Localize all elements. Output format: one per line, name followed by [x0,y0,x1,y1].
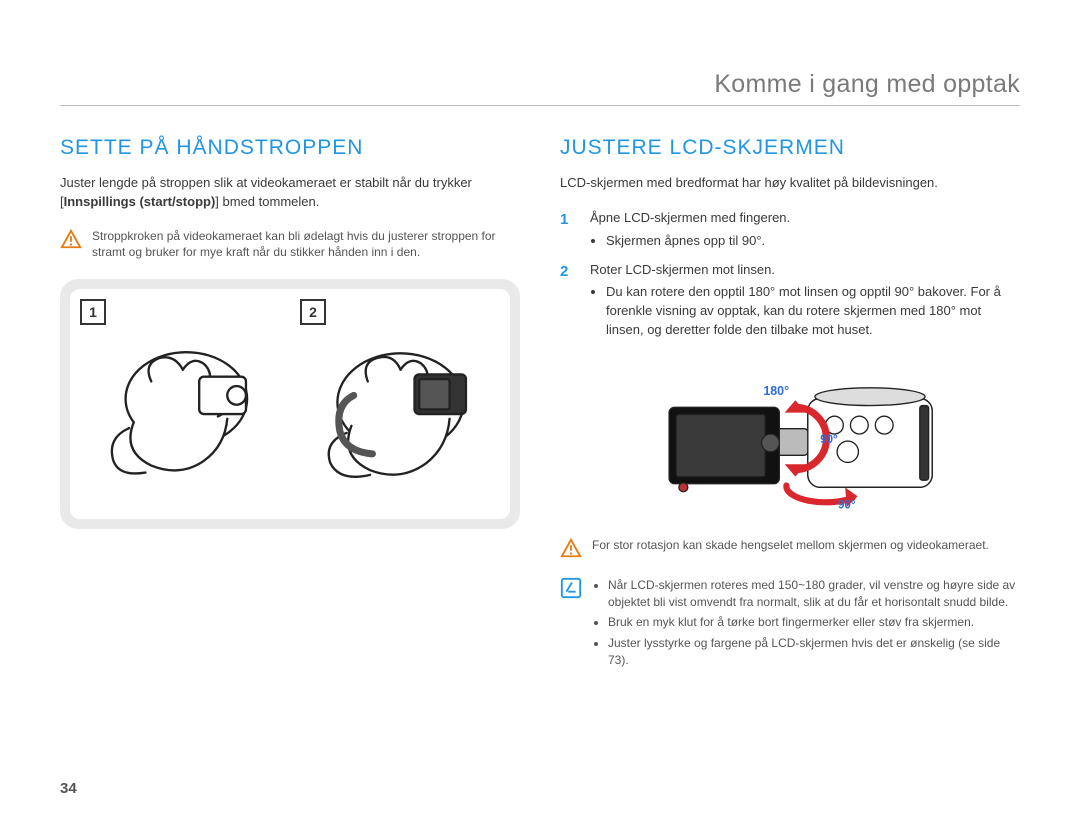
list-item-text: Roter LCD-skjermen mot linsen. [590,262,775,277]
info-square-icon [560,577,582,599]
left-intro: Juster lengde på stroppen slik at videok… [60,174,520,212]
list-item-bullet: Du kan rotere den opptil 180° mot linsen… [606,283,1020,340]
left-heading: SETTE PÅ HÅNDSTROPPEN [60,136,520,160]
list-item-bullet: Skjermen åpnes opp til 90°. [606,232,1020,251]
left-column: SETTE PÅ HÅNDSTROPPEN Juster lengde på s… [60,136,520,691]
lcd-rotation-diagram: 180° 90° 90° [560,354,1020,523]
right-list-item-2: 2 Roter LCD-skjermen mot linsen. Du kan … [560,261,1020,340]
right-info-body: Når LCD-skjermen roteres med 150~180 gra… [592,577,1020,673]
right-numbered-list: 1 Åpne LCD-skjermen med fingeren. Skjerm… [560,209,1020,340]
handstrap-illustration-frame: 1 2 [60,279,520,529]
left-intro-bold: Innspillings (start/stopp) [64,194,216,209]
left-warning-note: Stroppkroken på videokameraet kan bli ød… [60,228,520,262]
handstrap-step-2: 2 [290,289,510,519]
left-intro-after: ] bmed tommelen. [215,194,319,209]
right-heading: JUSTERE LCD-SKJERMEN [560,136,1020,160]
angle-label-180: 180° [763,384,789,398]
hand-holding-camera-icon [87,307,274,503]
chapter-title: Komme i gang med opptak [60,70,1020,106]
right-column: JUSTERE LCD-SKJERMEN LCD-skjermen med br… [560,136,1020,691]
right-warning-text: For stor rotasjon kan skade hengselet me… [592,537,1020,559]
right-info-note: Når LCD-skjermen roteres med 150~180 gra… [560,577,1020,673]
handstrap-illustration-inner: 1 2 [70,289,510,519]
info-bullet: Når LCD-skjermen roteres med 150~180 gra… [608,577,1020,611]
right-intro: LCD-skjermen med bredformat har høy kval… [560,174,1020,193]
warning-triangle-icon [560,537,582,559]
two-column-layout: SETTE PÅ HÅNDSTROPPEN Juster lengde på s… [60,136,1020,691]
hand-with-strap-icon [307,307,494,503]
step-badge-1: 1 [80,299,106,325]
step-badge-2: 2 [300,299,326,325]
handstrap-step-1: 1 [70,289,290,519]
page-number: 34 [60,780,77,797]
right-list-item-1: 1 Åpne LCD-skjermen med fingeren. Skjerm… [560,209,1020,251]
list-number: 1 [560,209,580,251]
right-warning-note: For stor rotasjon kan skade hengselet me… [560,537,1020,559]
warning-triangle-icon [60,228,82,250]
info-bullet: Bruk en myk klut for å tørke bort finger… [608,614,1020,631]
list-item-text: Åpne LCD-skjermen med fingeren. [590,210,790,225]
angle-label-90-top: 90° [820,434,838,446]
list-number: 2 [560,261,580,340]
info-bullet: Juster lysstyrke og fargene på LCD-skjer… [608,635,1020,669]
left-warning-text: Stroppkroken på videokameraet kan bli ød… [92,228,520,262]
angle-label-90-bot: 90° [838,500,856,512]
